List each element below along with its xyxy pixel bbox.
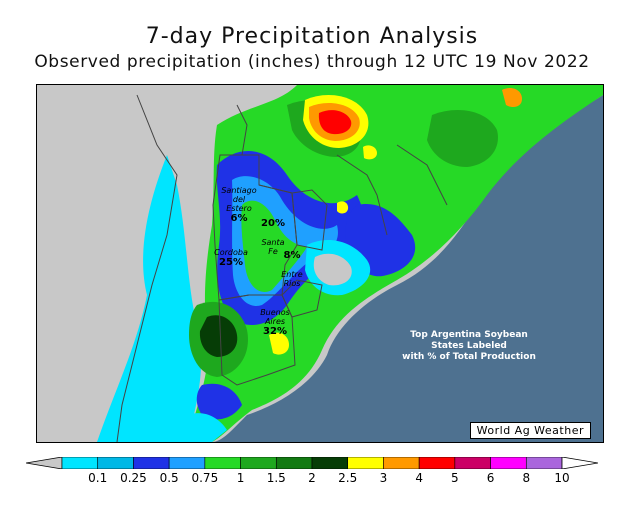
colorbar-tick-label: 0.25 [120, 471, 147, 485]
colorbar-swatch [133, 457, 170, 469]
state-name-santiago: Santiago del Estero [221, 186, 257, 213]
rain-red-north [318, 110, 352, 135]
rain-grey-gap [313, 253, 352, 286]
colorbar-tick-label: 1 [236, 471, 245, 485]
rain-darkblue-south [196, 383, 242, 420]
colorbar-swatch [490, 457, 527, 469]
state-pct-entrerios: 8% [283, 250, 301, 261]
colorbar-tick-label: 1.5 [266, 471, 286, 485]
colorbar-swatch [204, 457, 241, 469]
rain-yellow-small [363, 145, 377, 160]
rain-darkest-south [199, 315, 238, 357]
colorbar-swatch [311, 457, 349, 469]
colorbar-swatch [97, 457, 134, 469]
state-pct-cordoba: 25% [219, 257, 243, 268]
colorbar-swatch [275, 457, 313, 469]
colorbar-tick-label: 2.5 [338, 471, 358, 485]
rain-orange-east [502, 88, 522, 107]
colorbar-under-arrow [26, 457, 63, 469]
rain-darkgreen-east [427, 110, 498, 167]
colorbar-tick-label: 10 [554, 471, 570, 485]
map-title: 7-day Precipitation Analysis [145, 24, 479, 49]
credit-label: World Ag Weather [469, 422, 591, 439]
colorbar-swatch [418, 457, 456, 469]
state-label-buenosaires: Buenos Aires 32% [253, 299, 297, 346]
state-name-entrerios: Entre Rios [281, 270, 303, 288]
state-label-cordoba: Cordoba 25% [207, 239, 255, 277]
colorbar-tick-label: 8 [522, 471, 531, 485]
state-label-santiago: Santiago del Estero 6% [217, 177, 261, 233]
state-name-santafe: Santa Fe [261, 238, 285, 256]
state-label-santafe: 20% Santa Fe [253, 209, 293, 256]
state-label-entrerios: 8% Entre Rios [275, 241, 309, 288]
state-pct-santafe: 20% [261, 218, 285, 229]
colorbar-swatch [383, 457, 420, 469]
colorbar-swatch [168, 457, 206, 469]
colorbar-tick-label: 6 [486, 471, 495, 485]
state-name-buenosaires: Buenos Aires [260, 308, 290, 326]
colorbar-over-arrow [561, 457, 598, 469]
colorbar-swatch [454, 457, 491, 469]
precipitation-map: Santiago del Estero 6% 20% Santa Fe Cord… [36, 84, 604, 443]
colorbar-tick-label: 0.1 [88, 471, 108, 485]
map-graphic [37, 85, 603, 442]
colorbar-tick-label: 4 [415, 471, 423, 485]
state-pct-buenosaires: 32% [263, 326, 287, 337]
colorbar-swatch [525, 457, 563, 469]
state-name-cordoba: Cordoba [214, 248, 248, 257]
colorbar-tick-label: 2 [308, 471, 316, 485]
rain-cyan-tail [177, 413, 227, 442]
map-note: Top Argentina Soybean States Labeled wit… [402, 330, 536, 362]
colorbar-swatch [240, 457, 277, 469]
colorbar-swatch [61, 457, 99, 469]
rain-yellow-coast [337, 201, 349, 214]
state-pct-santiago: 6% [230, 213, 248, 224]
precip-colorbar [26, 457, 598, 469]
map-subtitle: Observed precipitation (inches) through … [34, 52, 590, 72]
province-borders [116, 94, 448, 442]
colorbar-tick-label: 0.75 [191, 471, 219, 485]
rain-yellow-ba [269, 332, 289, 355]
colorbar-tick-label: 0.5 [159, 471, 179, 485]
colorbar-tick-label: 5 [451, 471, 459, 485]
colorbar-tick-label: 3 [379, 471, 388, 485]
colorbar-swatch [347, 457, 384, 469]
rain-green-center [241, 200, 307, 293]
